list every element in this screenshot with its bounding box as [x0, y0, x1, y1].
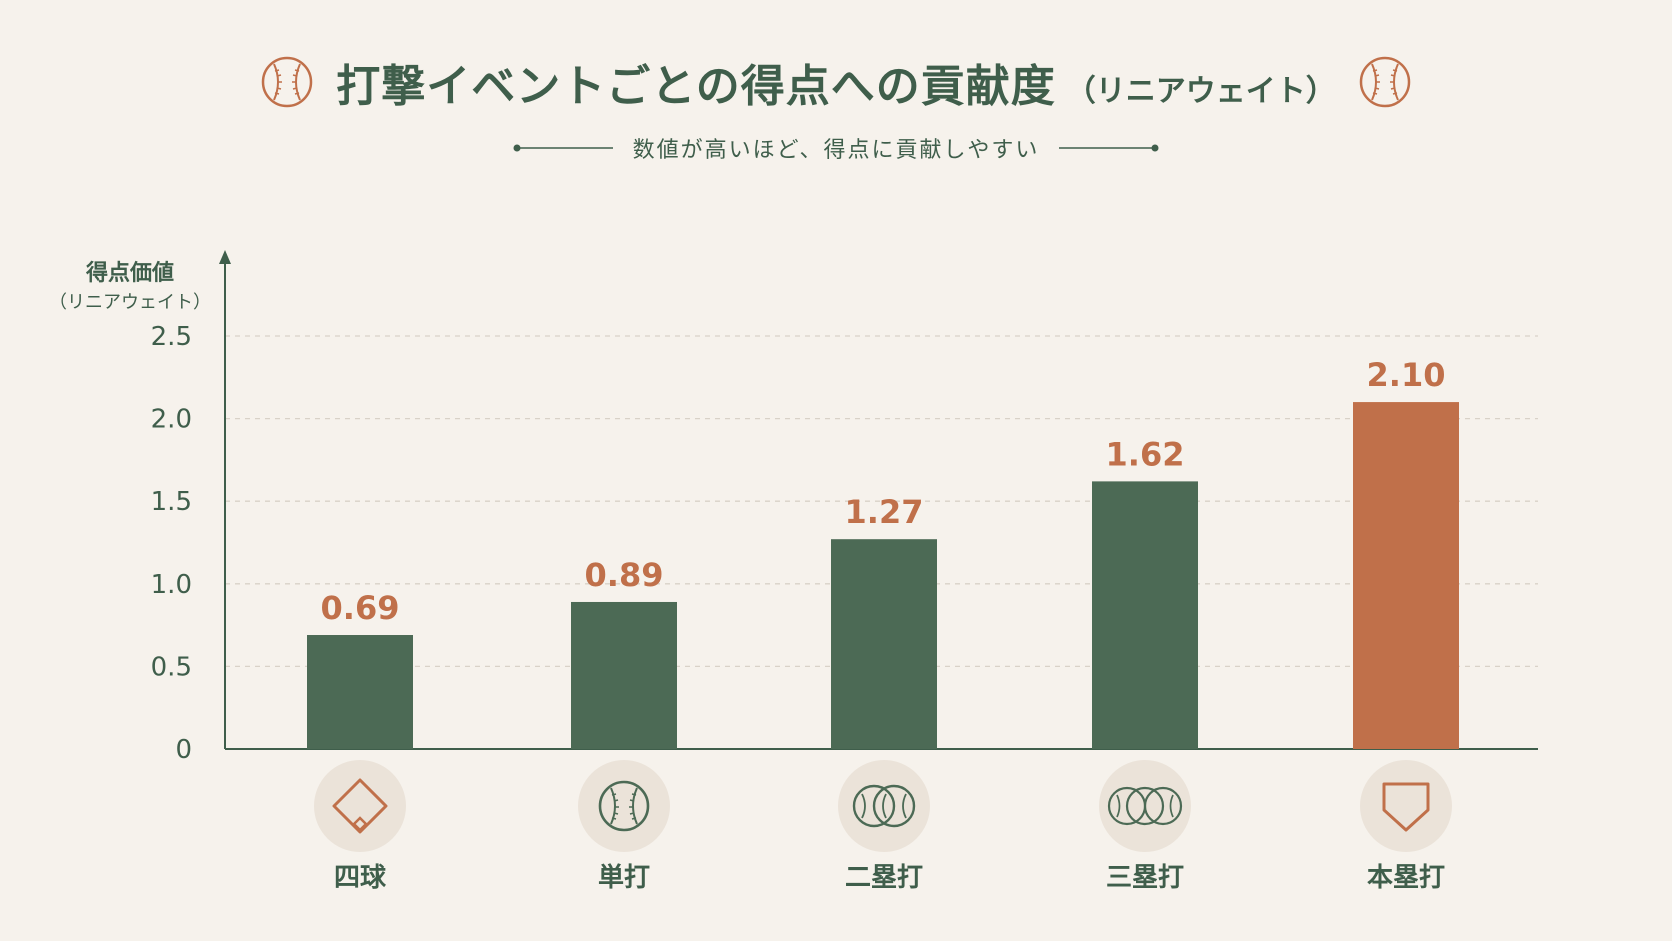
- data-label: 1.27: [845, 493, 924, 531]
- y-tick-label: 1.0: [151, 570, 192, 600]
- bar: [307, 635, 413, 749]
- chart-header: 打撃イベントごとの得点への貢献度 （リニアウェイト）: [0, 42, 1672, 122]
- category-labels: 四球 単打 二塁打 三塁打 本塁打: [334, 863, 1445, 893]
- bar: [571, 601, 677, 749]
- subtitle-left-rule: [513, 144, 613, 152]
- y-tick-label: 2.5: [151, 322, 192, 352]
- data-label: 0.69: [321, 589, 400, 627]
- y-axis-arrow: [219, 250, 231, 264]
- bars: [307, 402, 1459, 749]
- data-label: 1.62: [1106, 435, 1185, 473]
- x-tick-label: 三塁打: [1106, 863, 1184, 893]
- baseball-icon: [261, 56, 313, 108]
- x-tick-label: 本塁打: [1367, 863, 1445, 893]
- x-tick-label: 四球: [334, 863, 387, 893]
- y-tick-label: 2.0: [151, 405, 192, 435]
- chart-title-main: 打撃イベントごとの得点への貢献度: [336, 61, 1056, 112]
- value-labels: 0.69 0.89 1.27 1.62 2.10: [321, 356, 1446, 627]
- bar: [1353, 402, 1459, 749]
- axes: 得点価値 （リニアウェイト）: [49, 250, 1538, 750]
- bar: [1092, 481, 1198, 749]
- y-tick-label: 1.5: [151, 487, 192, 517]
- home-plate-icon: [1360, 760, 1452, 852]
- y-axis-label-sub: （リニアウェイト）: [49, 292, 211, 313]
- x-tick-label: 単打: [598, 863, 650, 893]
- baseball-icon: [1359, 56, 1411, 108]
- chart-subtitle: 数値が高いほど、得点に貢献しやすい: [632, 138, 1040, 163]
- chart-subtitle-row: 数値が高いほど、得点に貢献しやすい: [0, 128, 1672, 168]
- three-baseballs-icon: [1099, 760, 1191, 852]
- data-label: 2.10: [1367, 356, 1446, 394]
- chart-title-paren: （リニアウェイト）: [1065, 74, 1336, 109]
- y-axis-label: 得点価値: [85, 260, 174, 286]
- y-tick-labels: 0 0.5 1.0 1.5 2.0 2.5: [151, 322, 192, 765]
- subtitle-right-rule: [1059, 144, 1159, 152]
- two-baseballs-icon: [838, 760, 930, 852]
- baseball-icon: [578, 760, 670, 852]
- bar: [831, 539, 937, 749]
- y-tick-label: 0.5: [151, 652, 192, 682]
- y-tick-label: 0: [175, 735, 192, 765]
- base-diamond-icon: [314, 760, 406, 852]
- grid-lines: [225, 335, 1538, 668]
- data-label: 0.89: [585, 556, 664, 594]
- x-tick-label: 二塁打: [845, 863, 923, 893]
- chart-title: 打撃イベントごとの得点への貢献度 （リニアウェイト）: [336, 50, 1336, 114]
